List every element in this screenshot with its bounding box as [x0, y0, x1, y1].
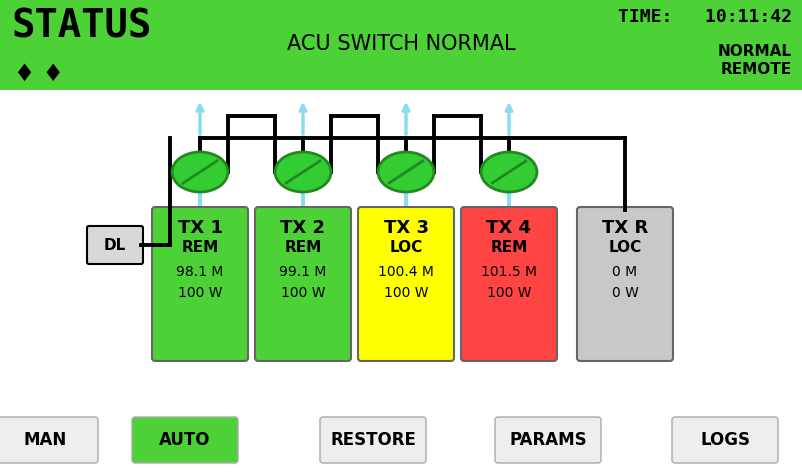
FancyBboxPatch shape [152, 207, 248, 361]
Text: DL: DL [104, 237, 126, 253]
Ellipse shape [378, 152, 434, 192]
Text: 100 W: 100 W [487, 286, 531, 300]
FancyBboxPatch shape [132, 417, 238, 463]
Ellipse shape [172, 152, 228, 192]
Text: MAN: MAN [23, 431, 67, 449]
Text: TX 1: TX 1 [177, 219, 222, 237]
Ellipse shape [275, 152, 331, 192]
Text: TX 2: TX 2 [281, 219, 326, 237]
FancyBboxPatch shape [0, 417, 98, 463]
Text: PARAMS: PARAMS [509, 431, 587, 449]
Text: TIME:   10:11:42: TIME: 10:11:42 [618, 8, 792, 26]
Text: TX R: TX R [602, 219, 648, 237]
FancyBboxPatch shape [255, 207, 351, 361]
FancyBboxPatch shape [0, 0, 802, 90]
Text: TX 4: TX 4 [487, 219, 532, 237]
Text: 100.4 M: 100.4 M [378, 265, 434, 279]
Text: LOC: LOC [609, 241, 642, 255]
Text: 100 W: 100 W [281, 286, 326, 300]
Text: REMOTE: REMOTE [721, 62, 792, 77]
Text: 101.5 M: 101.5 M [481, 265, 537, 279]
FancyBboxPatch shape [0, 90, 802, 472]
Text: STATUS: STATUS [12, 8, 152, 46]
FancyBboxPatch shape [495, 417, 601, 463]
Text: LOGS: LOGS [700, 431, 750, 449]
Text: REM: REM [285, 241, 322, 255]
Text: 0 M: 0 M [613, 265, 638, 279]
FancyBboxPatch shape [87, 226, 143, 264]
Text: 100 W: 100 W [178, 286, 222, 300]
FancyBboxPatch shape [577, 207, 673, 361]
Text: 99.1 M: 99.1 M [279, 265, 326, 279]
Text: 100 W: 100 W [383, 286, 428, 300]
Text: RESTORE: RESTORE [330, 431, 416, 449]
FancyBboxPatch shape [672, 417, 778, 463]
Text: AUTO: AUTO [160, 431, 211, 449]
Text: REM: REM [490, 241, 528, 255]
Text: 0 W: 0 W [612, 286, 638, 300]
Text: 98.1 M: 98.1 M [176, 265, 224, 279]
Text: ♦ ♦: ♦ ♦ [14, 62, 63, 86]
FancyBboxPatch shape [358, 207, 454, 361]
Text: NORMAL: NORMAL [718, 44, 792, 59]
Text: LOC: LOC [390, 241, 423, 255]
Text: ACU SWITCH NORMAL: ACU SWITCH NORMAL [286, 34, 516, 54]
Text: REM: REM [181, 241, 219, 255]
FancyBboxPatch shape [320, 417, 426, 463]
Text: TX 3: TX 3 [383, 219, 428, 237]
Ellipse shape [481, 152, 537, 192]
FancyBboxPatch shape [461, 207, 557, 361]
